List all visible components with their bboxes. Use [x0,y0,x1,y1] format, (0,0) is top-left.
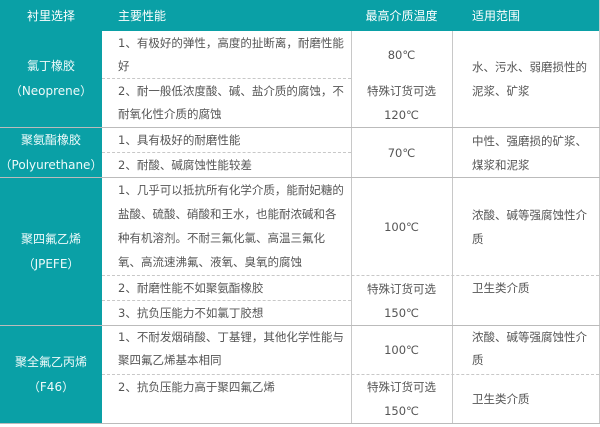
dashed-divider [102,78,351,79]
property: 2、耐酸、碱腐蚀性能较差 [118,158,252,172]
max-temp: 100℃ [384,343,419,357]
property: 1、具有极好的耐磨性能 [118,133,241,147]
divider [0,127,600,128]
divider [452,31,453,423]
dashed-divider [102,374,599,375]
max-temp: 70℃ [387,145,416,160]
divider [0,423,600,424]
divider [351,31,352,423]
scope: 浓酸、碱等强腐蚀性介质 [452,178,600,275]
lining-en: （JPEFE） [22,256,80,271]
max-temp: 80℃ [387,47,416,62]
lining-name: 聚四氟乙烯 （JPEFE） [0,178,102,325]
property: 1、不耐发烟硝酸、丁基锂，其他化学性能与聚四氟乙烯基本相同 [118,330,344,367]
scope-text: 浓酸、碱等强腐蚀性介质 [472,330,587,367]
scope-text: 中性、强磨损的矿浆、煤浆和泥浆 [472,133,587,172]
property: 1、有极好的弹性，高度的扯断离，耐磨性能好 [118,36,344,73]
scope: 卫生类介质 [472,281,530,295]
scope: 中性、强磨损的矿浆、煤浆和泥浆 [452,128,600,177]
special-temp: 150℃ [384,404,419,418]
dashed-divider [102,152,351,153]
max-temp-special: 特殊订货可选 150℃ [351,375,452,423]
lining-cn: 聚全氟乙丙烯 [14,354,87,369]
max-temp: 100℃ [384,219,419,234]
lining-name: 聚全氟乙丙烯 （F46） [0,326,102,423]
divider [0,325,600,326]
lining-cn: 氯丁橡胶 [26,59,75,73]
lining-en: （F46） [27,379,75,394]
lining-name: 聚氨酯橡胶 （Polyurethane） [0,128,102,177]
property: 2、耐一般低浓度酸、碱、盐介质的腐蚀，不耐氧化性介质的腐蚀 [118,84,344,121]
special-temp: 150℃ [384,305,419,320]
max-temp-special: 特殊订货可选 120℃ [351,79,452,127]
lining-name: 氯丁橡胶 （Neoprene） [0,31,102,127]
lining-cn: 聚四氟乙烯 [20,231,81,246]
lining-en: （Neoprene） [9,84,93,98]
property: 1、几乎可以抵抗所有化学介质，能耐妃糖的盐酸、硫酸、硝酸和王水，也能耐浓碱和各种… [118,183,344,269]
header-lining: 衬里选择 [0,0,102,31]
special-order: 特殊订货可选 [367,84,436,98]
header-properties: 主要性能 [102,0,351,31]
max-temp-special: 特殊订货可选 150℃ [351,276,452,325]
property: 2、耐磨性能不如聚氨酯橡胶 [118,281,264,295]
scope-text: 浓酸、碱等强腐蚀性介质 [472,207,587,246]
dashed-divider [102,275,599,276]
scope: 卫生类介质 [472,392,530,406]
dashed-divider [102,300,351,301]
header-max-temp: 最高介质温度 [351,0,452,31]
property: 3、抗负压能力不如氯丁胶想 [118,306,264,320]
lining-cn: 聚氨酯橡胶 [20,132,81,147]
divider [0,177,600,178]
scope: 水、污水、弱磨损性的泥浆、矿浆 [452,31,600,127]
special-order: 特殊订货可选 [367,380,436,394]
special-order: 特殊订货可选 [367,281,436,296]
special-temp: 120℃ [384,108,419,122]
lining-en: （Polyurethane） [0,157,103,172]
header-scope: 适用范围 [452,0,600,31]
property: 2、抗负压能力高于聚四氟乙烯 [118,380,275,394]
scope-text: 水、污水、弱磨损性的泥浆、矿浆 [472,60,587,98]
scope: 浓酸、碱等强腐蚀性介质 [452,326,600,374]
